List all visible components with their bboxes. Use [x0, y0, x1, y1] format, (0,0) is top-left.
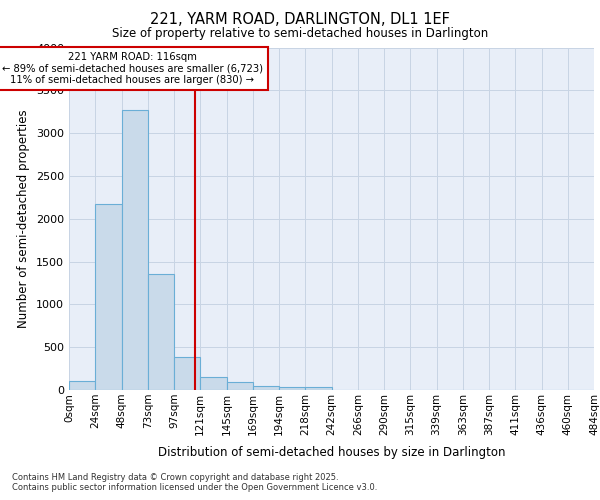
Bar: [253, 386, 279, 390]
Bar: [279, 386, 305, 390]
Text: 221 YARM ROAD: 116sqm
← 89% of semi-detached houses are smaller (6,723)
11% of s: 221 YARM ROAD: 116sqm ← 89% of semi-deta…: [1, 52, 263, 85]
X-axis label: Distribution of semi-detached houses by size in Darlington: Distribution of semi-detached houses by …: [158, 446, 505, 459]
Text: Size of property relative to semi-detached houses in Darlington: Size of property relative to semi-detach…: [112, 28, 488, 40]
Bar: [227, 382, 253, 390]
Bar: [69, 382, 95, 390]
Bar: [200, 376, 227, 390]
Y-axis label: Number of semi-detached properties: Number of semi-detached properties: [17, 110, 31, 328]
Text: Contains HM Land Registry data © Crown copyright and database right 2025.
Contai: Contains HM Land Registry data © Crown c…: [12, 473, 377, 492]
Bar: [305, 388, 331, 390]
Bar: [148, 274, 174, 390]
Bar: [121, 110, 148, 390]
Bar: [95, 204, 121, 390]
Bar: [174, 356, 200, 390]
Text: 221, YARM ROAD, DARLINGTON, DL1 1EF: 221, YARM ROAD, DARLINGTON, DL1 1EF: [150, 12, 450, 28]
